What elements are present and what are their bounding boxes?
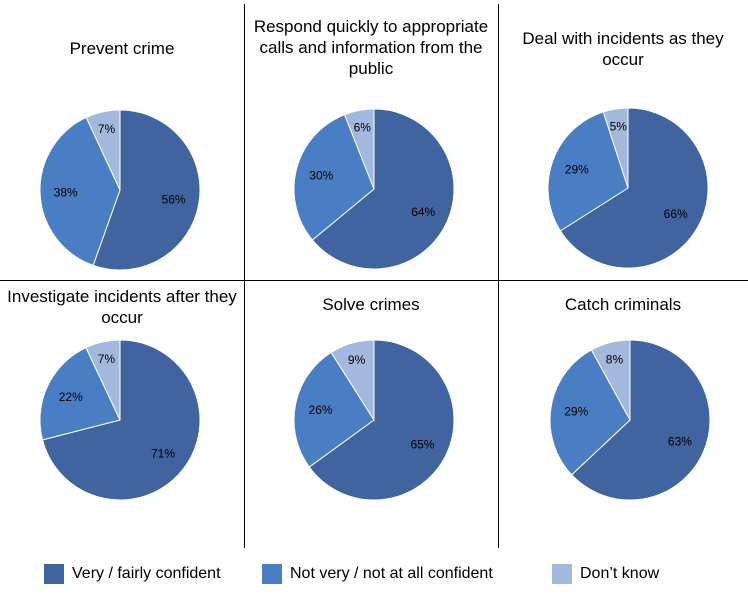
pie-slice-not-very-not-at-all-confident	[39, 346, 121, 441]
pie-data-label: 9%	[348, 353, 366, 367]
pie-slice-not-very-not-at-all-confident	[293, 113, 375, 241]
pie-title-1: Prevent crime	[69, 39, 175, 58]
legend-swatch-dont-know	[552, 564, 572, 584]
pie-chart-grid: Prevent crime 56% 38% 7% Respond quickly t…	[0, 0, 748, 548]
pie-slice-very-fairly-confident	[41, 339, 201, 501]
pie-slice-not-very-not-at-all-confident	[39, 116, 121, 267]
pie-chart-2: 64% 30% 6%	[293, 108, 455, 270]
pie-data-label: 29%	[564, 404, 588, 418]
pie-slice-very-fairly-confident	[308, 339, 455, 501]
pie-panel-5: Solve crimes 65% 26% 9%	[246, 282, 496, 556]
pie-data-label: 6%	[354, 121, 372, 135]
legend-label-not-confident: Not very / not at all confident	[290, 565, 493, 582]
pie-panel-2: Respond quickly to appropriate calls and…	[246, 0, 496, 274]
pie-title-5: Solve crimes	[322, 295, 420, 314]
pie-slice-don-t-know	[590, 339, 631, 421]
legend-label-dont-know: Don’t know	[580, 565, 660, 582]
pie-slice-very-fairly-confident	[311, 108, 455, 270]
pie-slice-not-very-not-at-all-confident	[547, 111, 629, 232]
pie-data-label: 65%	[410, 438, 434, 452]
legend-item-not-confident: Not very / not at all confident	[262, 562, 493, 586]
legend-swatch-confident	[44, 564, 64, 584]
pie-data-label: 22%	[59, 390, 83, 404]
pie-data-label: 56%	[162, 192, 186, 206]
pie-data-label: 5%	[610, 119, 628, 133]
pie-title-3: Deal with incidents as they occur	[522, 29, 724, 69]
pie-slice-don-t-know	[602, 107, 629, 189]
grid-divider-vertical-1	[244, 4, 245, 548]
pie-data-label: 38%	[54, 186, 78, 200]
pie-slice-don-t-know	[85, 109, 121, 191]
pie-data-label: 7%	[98, 352, 116, 366]
pie-slice-don-t-know	[85, 339, 121, 421]
grid-divider-vertical-2	[498, 4, 499, 548]
grid-divider-horizontal	[0, 280, 748, 281]
legend-swatch-not-confident	[262, 564, 282, 584]
pie-slice-very-fairly-confident	[92, 109, 201, 271]
pie-chart-3: 66% 29% 5%	[547, 107, 709, 269]
pie-slice-don-t-know	[343, 108, 375, 190]
pie-data-label: 63%	[668, 435, 692, 449]
pie-data-label: 71%	[151, 446, 175, 460]
pie-panel-1: Prevent crime 56% 38% 7%	[0, 0, 244, 274]
pie-panel-6: Catch criminals 63% 29% 8%	[500, 282, 746, 556]
pie-data-label: 7%	[98, 122, 116, 136]
pie-slice-not-very-not-at-all-confident	[293, 351, 375, 468]
pie-panel-3: Deal with incidents as they occur 66% 29%…	[500, 0, 746, 274]
chart-legend: Very / fairly confident Not very / not a…	[0, 562, 748, 586]
pie-slice-very-fairly-confident	[559, 107, 709, 269]
pie-title-6: Catch criminals	[564, 295, 682, 314]
legend-item-dont-know: Don’t know	[552, 562, 659, 586]
pie-chart-4: 71% 22% 7%	[39, 339, 201, 501]
pie-data-label: 29%	[565, 163, 589, 177]
pie-slice-very-fairly-confident	[570, 339, 711, 501]
pie-chart-5: 65% 26% 9%	[293, 339, 455, 501]
pie-slice-don-t-know	[330, 339, 375, 422]
pie-slice-not-very-not-at-all-confident	[549, 349, 631, 476]
pie-data-label: 8%	[606, 353, 624, 367]
pie-chart-6: 63% 29% 8%	[549, 339, 711, 501]
pie-data-label: 66%	[664, 207, 688, 221]
pie-data-label: 30%	[309, 168, 333, 182]
legend-item-confident: Very / fairly confident	[44, 562, 221, 586]
pie-data-label: 64%	[411, 205, 435, 219]
pie-data-label: 26%	[309, 403, 333, 417]
pie-title-4: Investigate incidents after they occur	[7, 287, 237, 327]
pie-title-2: Respond quickly to appropriate calls and…	[253, 17, 489, 78]
pie-panel-4: Investigate incidents after they occur 7…	[0, 282, 244, 556]
legend-label-confident: Very / fairly confident	[72, 565, 221, 582]
pie-chart-1: 56% 38% 7%	[39, 109, 201, 271]
